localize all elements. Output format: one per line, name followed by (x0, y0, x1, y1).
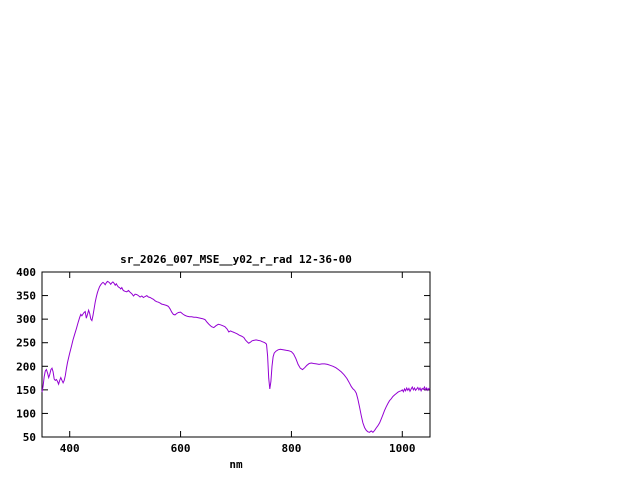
y-tick-label: 200 (16, 360, 36, 373)
y-tick-label: 350 (16, 290, 36, 303)
x-tick-label: 800 (281, 442, 301, 455)
y-tick-label: 400 (16, 266, 36, 279)
x-tick-label: 600 (171, 442, 191, 455)
chart-plot-group: 400 600 800 1000 50 100 150 200 250 300 350 400 (16, 266, 431, 455)
y-tick-label: 300 (16, 313, 36, 326)
y-tick-label: 150 (16, 384, 36, 397)
series-line (41, 280, 431, 433)
x-tick-label: 1000 (389, 442, 416, 455)
chart-title: sr_2026_007_MSE__y02_r_rad 12-36-00 (120, 253, 352, 266)
plot-frame (41, 271, 431, 438)
x-axis-label: nm (229, 458, 243, 471)
y-tick-label: 100 (16, 407, 36, 420)
y-tick-label: 250 (16, 337, 36, 350)
x-tick-label: 400 (60, 442, 80, 455)
y-tick-label: 50 (23, 431, 36, 444)
